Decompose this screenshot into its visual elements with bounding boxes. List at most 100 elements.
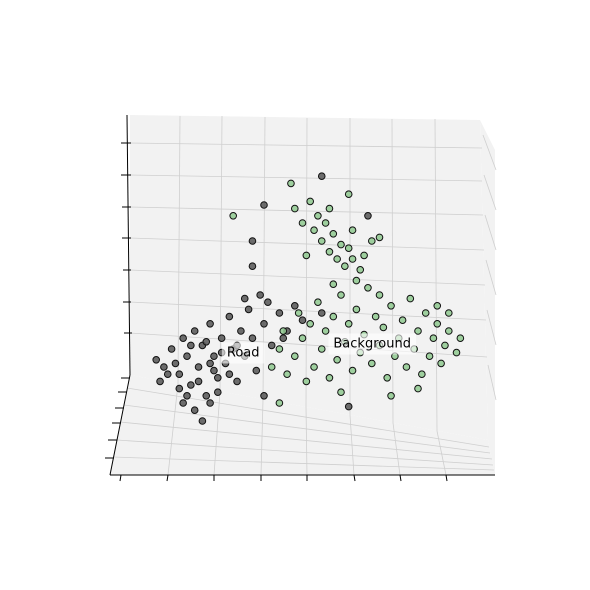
point: [337, 291, 345, 299]
point: [325, 248, 334, 256]
point: [421, 309, 430, 317]
point: [187, 381, 195, 389]
point: [248, 237, 257, 245]
point: [314, 212, 322, 220]
point: [344, 244, 353, 252]
point: [194, 377, 203, 386]
point: [348, 226, 357, 234]
point: [456, 334, 465, 343]
point: [310, 226, 318, 234]
point: [375, 291, 384, 299]
point: [425, 352, 434, 361]
point: [348, 255, 357, 263]
point: [202, 338, 211, 346]
axis-ticks: [105, 142, 448, 482]
annotation-label: Road: [227, 345, 260, 360]
point: [217, 334, 226, 343]
point: [190, 406, 199, 415]
point: [317, 309, 326, 317]
point: [306, 320, 315, 328]
point: [445, 327, 453, 335]
point: [310, 363, 318, 371]
point: [302, 377, 311, 386]
point: [175, 384, 184, 393]
point: [167, 345, 176, 353]
annotations: Road Background: [221, 333, 416, 364]
point: [248, 334, 257, 343]
annotation-box: [221, 342, 265, 364]
point: [418, 370, 426, 379]
point: [156, 377, 164, 386]
point: [260, 392, 268, 400]
point: [183, 392, 191, 400]
point: [325, 204, 334, 213]
point: [317, 172, 326, 180]
point: [152, 356, 160, 364]
point: [179, 399, 187, 407]
point: [187, 341, 195, 350]
point: [329, 230, 338, 238]
point: [198, 417, 207, 425]
point: [321, 327, 330, 335]
point: [341, 262, 349, 271]
point: [406, 294, 415, 303]
point: [337, 388, 345, 397]
point: [294, 309, 303, 317]
point: [344, 320, 353, 328]
point: [352, 305, 361, 314]
point: [333, 255, 341, 263]
point: [333, 356, 341, 364]
point: [206, 359, 214, 368]
point: [375, 233, 384, 242]
point: [298, 219, 307, 227]
point: [194, 363, 203, 371]
point: [214, 388, 222, 397]
point: [256, 291, 264, 299]
point: [344, 190, 353, 198]
point: [202, 392, 211, 400]
point: [321, 219, 330, 227]
point: [337, 240, 345, 249]
point: [414, 327, 422, 335]
point: [175, 370, 184, 379]
point: [364, 284, 372, 292]
point: [314, 298, 322, 307]
point: [383, 374, 392, 382]
point: [160, 363, 168, 371]
point: [302, 251, 311, 260]
point: [240, 294, 249, 303]
point: [275, 399, 284, 407]
axes-box: [105, 114, 497, 482]
annotation-box: [328, 333, 416, 355]
point: [229, 212, 237, 220]
point: [291, 302, 299, 310]
point: [398, 316, 407, 325]
point: [329, 280, 338, 289]
point: [387, 392, 395, 400]
point: [414, 384, 422, 393]
point: [445, 309, 453, 317]
point: [291, 352, 299, 361]
point: [287, 179, 295, 188]
point: [210, 352, 218, 361]
point: [252, 366, 261, 375]
point: [214, 374, 222, 382]
z-axis: [126, 114, 131, 376]
point: [352, 276, 361, 285]
point: [344, 402, 353, 411]
point: [179, 334, 187, 343]
point: [379, 323, 388, 332]
point: [387, 302, 395, 310]
point: [260, 201, 268, 209]
point: [429, 334, 438, 343]
point: [452, 348, 461, 357]
point: [348, 366, 357, 375]
point: [264, 298, 272, 307]
point: [283, 370, 291, 379]
point: [206, 320, 214, 328]
point: [368, 237, 376, 245]
point: [248, 262, 257, 271]
point: [441, 341, 449, 350]
point: [402, 363, 411, 371]
